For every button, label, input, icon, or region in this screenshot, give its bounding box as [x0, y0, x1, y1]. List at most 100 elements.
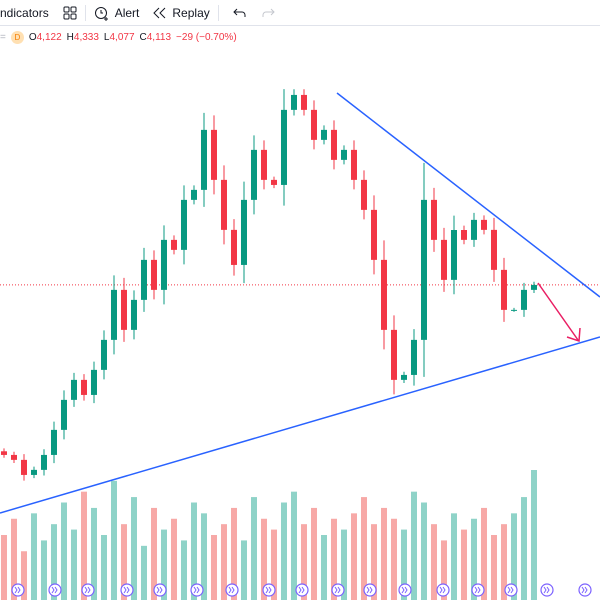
volume-bar: [241, 540, 247, 600]
candle-body: [301, 94, 307, 110]
high-label: H: [66, 32, 74, 43]
layouts-button[interactable]: [63, 6, 77, 20]
candle-body: [411, 339, 417, 375]
candle-body: [381, 259, 387, 330]
undo-icon[interactable]: [233, 7, 247, 19]
divider: [84, 4, 86, 21]
candle-body: [401, 374, 407, 380]
volume-bar: [191, 502, 197, 600]
alarm-clock-icon: [94, 6, 108, 21]
event-marker-icon: [120, 583, 134, 597]
candle-body: [371, 209, 377, 260]
volume-bar: [251, 497, 257, 600]
candle-body: [11, 454, 17, 460]
volume-bar: [511, 513, 517, 600]
candle-body: [21, 459, 27, 475]
replay-button[interactable]: Replay: [153, 5, 210, 20]
event-marker-chevron-icon: [228, 586, 235, 594]
ohlc-legend: = D O4,122 H4,333 L4,077 C4,113 −29 (−0.…: [0, 31, 237, 44]
candle-body: [71, 379, 77, 400]
indicators-button[interactable]: ndicators: [0, 6, 49, 20]
candle-body: [121, 289, 127, 330]
event-marker-chevron-icon: [401, 586, 408, 594]
alert-button[interactable]: Alert: [94, 5, 139, 21]
event-marker-chevron-icon: [193, 586, 200, 594]
candle-body: [261, 149, 267, 180]
volume-bar: [151, 507, 157, 600]
volume-bar: [111, 480, 117, 600]
volume-bar: [441, 540, 447, 600]
candle-body: [181, 199, 187, 250]
event-marker-icon: [262, 583, 276, 597]
redo-icon[interactable]: [261, 7, 275, 19]
replay-label: Replay: [172, 5, 210, 20]
change-value: −29 (−0.70%): [176, 32, 237, 43]
event-marker-chevron-icon: [474, 586, 481, 594]
candle-body: [331, 129, 337, 160]
candle-body: [191, 189, 197, 200]
volume-bar: [411, 491, 417, 600]
volume-bar: [41, 540, 47, 600]
event-marker-icon: [190, 583, 204, 597]
volume-bar: [391, 518, 397, 600]
volume-bar: [401, 529, 407, 600]
volume-bar: [381, 507, 387, 600]
candle-body: [471, 219, 477, 240]
low-label: L: [103, 32, 110, 43]
volume-bar: [21, 551, 27, 600]
event-marker-chevron-icon: [265, 586, 272, 594]
volume-bar: [291, 491, 297, 600]
candle-body: [451, 230, 457, 280]
close-label: C: [139, 32, 147, 43]
candle-body: [221, 179, 227, 230]
volume-bar: [181, 540, 187, 600]
candle-body: [441, 239, 447, 280]
candle-body: [101, 339, 107, 370]
event-marker-chevron-icon: [14, 586, 21, 594]
candle-body: [391, 329, 397, 380]
open-value: 4,122: [36, 32, 62, 43]
top-toolbar: ndicators Alert Replay: [0, 0, 600, 26]
volume-bar: [11, 518, 17, 600]
candle-body: [491, 229, 497, 270]
volume-bar: [481, 507, 487, 600]
candle-body: [501, 269, 507, 310]
event-marker-icon: [81, 583, 95, 597]
candle-body: [141, 259, 147, 300]
candle-body: [341, 149, 347, 160]
arrow-head-icon: [566, 327, 581, 343]
candle-body: [231, 229, 237, 265]
volume-bar: [331, 518, 337, 600]
volume-bar: [81, 491, 87, 600]
volume-bar: [281, 502, 287, 600]
candle-body: [81, 379, 87, 395]
interval-badge[interactable]: D: [10, 31, 24, 44]
event-marker-chevron-icon: [123, 586, 130, 594]
volume-bar: [121, 524, 127, 600]
volume-bar: [61, 502, 67, 600]
volume-bar: [171, 518, 177, 600]
event-marker-icon: [578, 583, 592, 597]
event-marker-chevron-icon: [366, 586, 373, 594]
volume-bar: [221, 524, 227, 600]
candle-body: [131, 299, 137, 330]
volume-bar: [421, 502, 427, 600]
volume-bar: [521, 497, 527, 600]
high-value: 4,333: [73, 32, 99, 43]
candle-body: [511, 309, 517, 311]
candle-body: [291, 94, 297, 110]
volume-bar: [501, 524, 507, 600]
event-marker-icon: [504, 583, 518, 597]
lower-trendline: [0, 336, 600, 514]
volume-bar: [211, 535, 217, 600]
volume-bar: [351, 513, 357, 600]
event-marker-icon: [225, 583, 239, 597]
volume-bar: [31, 513, 37, 600]
event-marker-chevron-icon: [581, 586, 588, 594]
volume-bar: [301, 524, 307, 600]
forecast-arrow: [537, 282, 579, 341]
volume-bar: [261, 518, 267, 600]
candle-body: [31, 469, 37, 475]
event-marker-chevron-icon: [298, 586, 305, 594]
